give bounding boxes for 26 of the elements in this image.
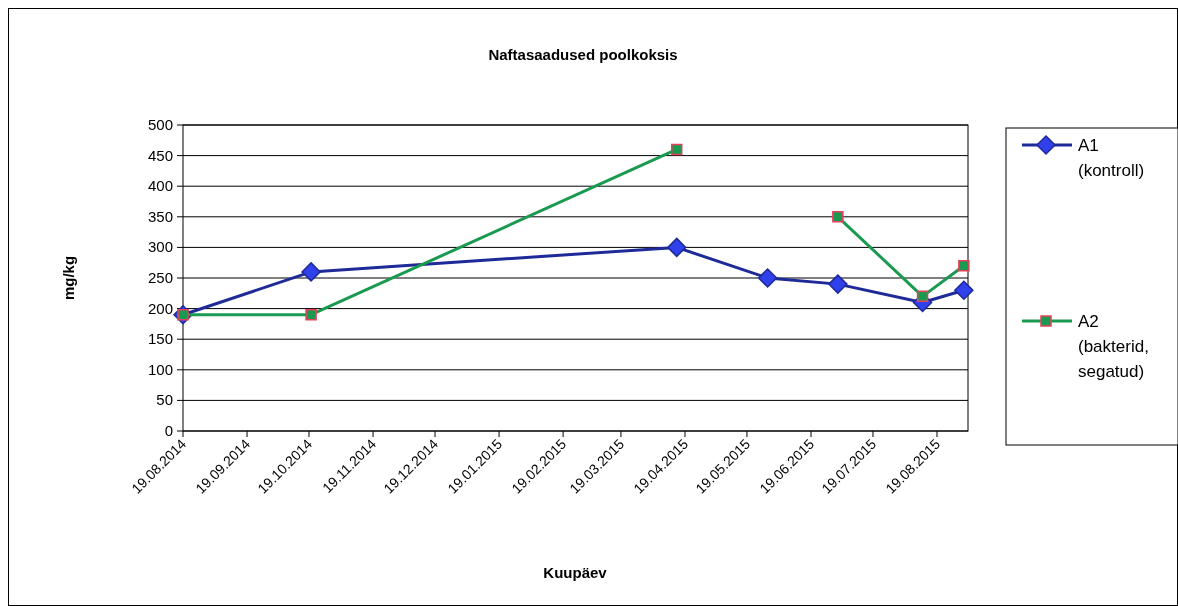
y-tick-label: 100: [147, 360, 173, 378]
point: [670, 143, 683, 156]
point: [958, 260, 970, 272]
y-tick-label: 0: [164, 422, 173, 439]
y-tick-label: 250: [147, 269, 173, 286]
y-tick-label: 400: [147, 177, 173, 195]
point: [666, 237, 687, 258]
legend-label: A2 (bakterid, segatud): [1078, 312, 1149, 381]
point: [828, 274, 848, 294]
y-tick-label: 300: [147, 238, 173, 256]
point: [757, 268, 778, 288]
y-tick-label: 500: [147, 116, 173, 133]
legend-label: A1 (kontroll): [1078, 136, 1145, 180]
y-tick-label: 50: [156, 391, 173, 409]
y-axis-title: mg/kg: [60, 255, 77, 301]
x-axis-title: Kuupäev: [543, 564, 608, 581]
point: [954, 280, 974, 300]
point: [832, 211, 844, 223]
point: [301, 262, 321, 282]
y-tick-label: 450: [147, 146, 173, 164]
y-tick-label: 350: [147, 207, 173, 225]
y-tick-label: 150: [147, 330, 173, 348]
point: [916, 290, 929, 303]
y-tick-label: 200: [147, 299, 173, 317]
point: [305, 308, 317, 321]
chart-title: Naftasaadused poolkoksis: [488, 46, 678, 63]
